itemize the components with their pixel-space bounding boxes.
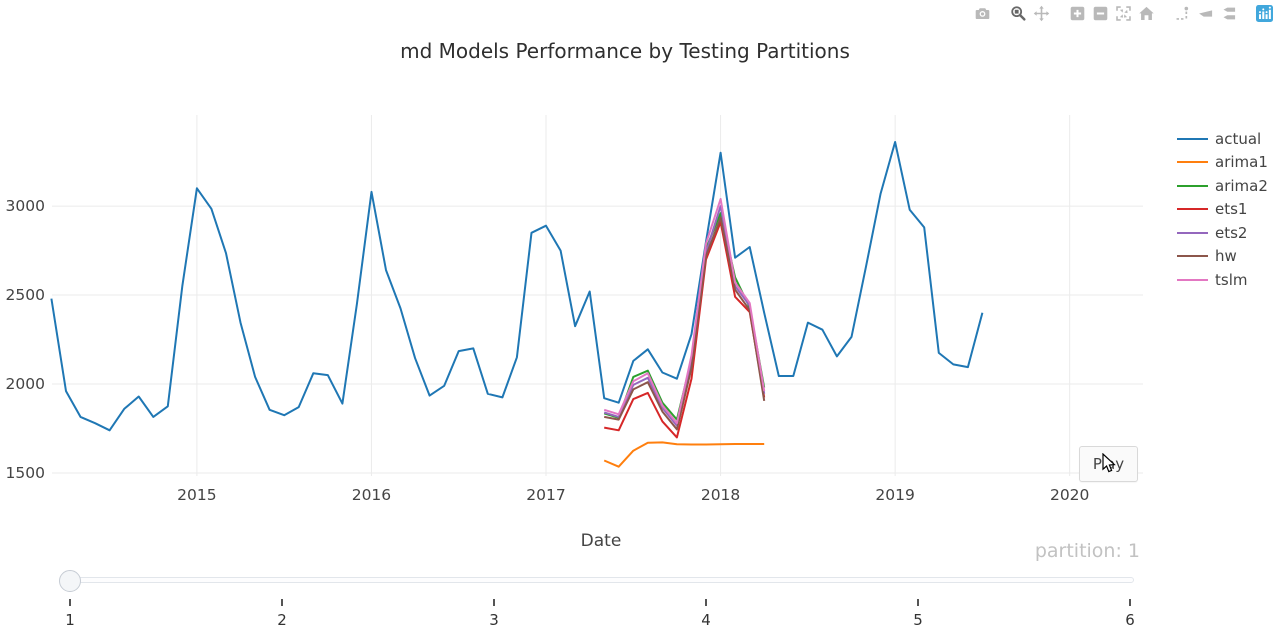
mouse-cursor	[1100, 452, 1118, 475]
slider-tick-label: 5	[913, 611, 923, 629]
series-line-ets1	[604, 221, 766, 439]
plotly-modebar	[958, 3, 1276, 24]
chart-title: md Models Performance by Testing Partiti…	[400, 39, 850, 63]
legend-swatch-ets2	[1177, 231, 1208, 234]
series-line-ets2	[603, 205, 766, 427]
legend-swatch-tslm	[1177, 278, 1208, 281]
modebar-group	[1171, 3, 1240, 24]
legend-item-actual[interactable]: actual	[1177, 127, 1268, 151]
slider-tick-mark	[1129, 599, 1131, 606]
legend-label-actual: actual	[1215, 129, 1262, 148]
series-line-arima1	[603, 441, 765, 468]
plotly-logo-icon[interactable]	[1253, 3, 1276, 24]
legend-label-arima2: arima2	[1215, 176, 1268, 195]
y-tick-label: 3000	[6, 197, 45, 215]
x-tick-label: 2020	[1050, 486, 1089, 504]
slider-tick-mark	[917, 599, 919, 606]
slider-tick-label: 2	[277, 611, 287, 629]
y-tick-label: 2000	[6, 375, 45, 393]
pan-icon[interactable]	[1030, 3, 1053, 24]
modebar-group	[1007, 3, 1053, 24]
y-tick-label: 2500	[6, 286, 45, 304]
legend-swatch-arima2	[1177, 184, 1208, 187]
legend-item-hw[interactable]: hw	[1177, 245, 1268, 269]
legend-swatch-hw	[1177, 255, 1208, 258]
slider-tick-label: 4	[701, 611, 711, 629]
slider-tick-mark	[69, 599, 71, 606]
reset-axes-icon[interactable]	[1135, 3, 1158, 24]
legend-swatch-arima1	[1177, 161, 1208, 164]
camera-icon[interactable]	[971, 3, 994, 24]
legend-label-ets2: ets2	[1215, 223, 1248, 242]
y-tick-label: 1500	[6, 464, 45, 482]
slider-tick-mark	[705, 599, 707, 606]
spikelines-icon[interactable]	[1171, 3, 1194, 24]
x-tick-label: 2016	[352, 486, 391, 504]
hover-compare-icon[interactable]	[1217, 3, 1240, 24]
modebar-group	[971, 3, 994, 24]
slider-tick-mark	[281, 599, 283, 606]
x-tick-label: 2015	[177, 486, 216, 504]
legend-swatch-ets1	[1177, 208, 1208, 211]
zoom-in-icon[interactable]	[1066, 3, 1089, 24]
zoom-out-icon[interactable]	[1089, 3, 1112, 24]
legend-item-tslm[interactable]: tslm	[1177, 268, 1268, 292]
slider-tick-label: 6	[1125, 611, 1135, 629]
hover-closest-icon[interactable]	[1194, 3, 1217, 24]
x-axis-title: Date	[580, 531, 622, 551]
legend-item-ets2[interactable]: ets2	[1177, 221, 1268, 245]
autoscale-icon[interactable]	[1112, 3, 1135, 24]
partition-slider-handle[interactable]	[59, 570, 81, 592]
x-tick-label: 2017	[526, 486, 565, 504]
legend-label-tslm: tslm	[1215, 270, 1248, 289]
legend-item-arima2[interactable]: arima2	[1177, 174, 1268, 198]
legend: actual arima1 arima2 ets1 ets2 hw tslm	[1177, 127, 1268, 292]
partition-slider-rail[interactable]	[70, 577, 1134, 583]
legend-item-ets1[interactable]: ets1	[1177, 198, 1268, 222]
modebar-group	[1253, 3, 1276, 24]
x-tick-label: 2019	[875, 486, 914, 504]
slider-tick-label: 3	[489, 611, 499, 629]
legend-label-hw: hw	[1215, 247, 1237, 266]
box-zoom-icon[interactable]	[1007, 3, 1030, 24]
x-tick-label: 2018	[701, 486, 740, 504]
legend-label-arima1: arima1	[1215, 153, 1268, 172]
legend-label-ets1: ets1	[1215, 200, 1248, 219]
legend-swatch-actual	[1177, 137, 1208, 140]
slider-current-value: partition: 1	[1034, 540, 1140, 562]
chart-plot-area[interactable]: 1500 2000 2500 3000 2015 2016 2017 2018 2019 2020	[0, 0, 1280, 560]
slider-tick-label: 1	[65, 611, 75, 629]
series-line-tslm	[603, 198, 766, 425]
series-line-hw	[604, 216, 766, 431]
modebar-group	[1066, 3, 1158, 24]
series-line-actual	[50, 141, 984, 432]
legend-item-arima1[interactable]: arima1	[1177, 151, 1268, 175]
slider-tick-mark	[493, 599, 495, 606]
